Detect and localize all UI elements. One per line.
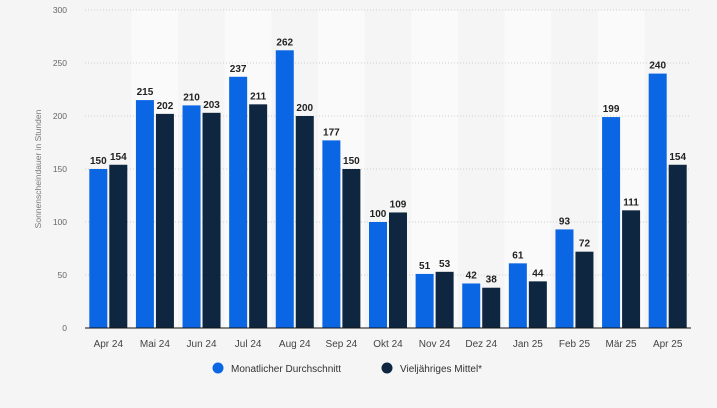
bar-longterm [389,212,407,328]
data-label: 202 [157,101,174,112]
data-label: 211 [250,91,267,102]
y-axis-label: Sonnenscheindauer in Stunden [33,109,43,228]
data-label: 154 [110,152,127,163]
x-tick-label: Nov 24 [419,339,451,350]
y-tick-label: 100 [53,217,67,227]
bar-longterm [622,210,641,328]
y-tick-label: 50 [58,270,68,280]
data-label: 100 [370,209,387,220]
x-tick-label: Sep 24 [326,339,358,350]
x-tick-label: Aug 24 [279,339,311,350]
bar-monthly [135,100,154,328]
x-tick-label: Jul 24 [235,339,262,350]
data-label: 203 [203,100,220,111]
x-tick-label: Apr 24 [94,339,124,350]
data-label: 262 [276,37,293,48]
bar-monthly [89,169,108,328]
y-tick-label: 300 [53,5,67,15]
bar-longterm [155,113,174,328]
bar-monthly [182,105,201,329]
x-tick-label: Dez 24 [465,339,497,350]
bar-monthly [322,140,341,328]
y-tick-label: 250 [53,58,67,68]
legend-label: Monatlicher Durchschnitt [231,364,341,375]
bar-longterm [202,112,221,328]
legend-marker [212,362,224,374]
bar-longterm [575,251,594,328]
data-label: 150 [90,156,107,167]
bar-longterm [109,164,128,328]
data-label: 154 [669,152,686,163]
bar-longterm [435,271,454,328]
bar-longterm [482,287,501,328]
bar-monthly [275,50,294,328]
data-label: 111 [623,197,639,208]
bar-longterm [295,116,314,328]
x-tick-label: Okt 24 [373,339,403,350]
data-label: 61 [512,250,524,261]
bar-monthly [508,263,527,328]
data-label: 93 [559,216,571,227]
data-label: 53 [439,259,451,270]
bar-monthly [462,283,481,328]
data-label: 199 [603,104,620,115]
x-tick-label: Feb 25 [559,339,591,350]
x-tick-label: Mai 24 [140,339,170,350]
data-label: 177 [323,127,340,138]
bar-monthly [369,222,387,328]
data-label: 210 [183,92,200,103]
bar-longterm [249,104,268,328]
x-tick-label: Jun 24 [187,339,217,350]
bar-monthly [229,76,248,328]
data-label: 72 [579,239,591,250]
bar-monthly [602,117,621,328]
x-tick-label: Apr 25 [653,339,683,350]
data-label: 51 [419,261,431,272]
x-tick-label: Mär 25 [606,339,638,350]
data-label: 200 [296,103,313,114]
data-label: 42 [466,270,478,281]
bar-monthly [648,73,667,328]
data-label: 44 [532,268,544,279]
data-label: 150 [343,156,360,167]
bar-monthly [555,229,574,328]
bar-longterm [342,169,361,328]
data-label: 237 [230,64,247,75]
bar-monthly [415,273,434,328]
legend-marker [381,362,393,374]
data-label: 109 [390,199,407,210]
bar-longterm [668,164,687,328]
data-label: 240 [649,61,666,72]
y-tick-label: 150 [53,164,67,174]
bar-longterm [528,281,547,328]
y-tick-label: 200 [53,111,67,121]
legend-label: Vieljähriges Mittel* [400,364,482,375]
data-label: 215 [137,87,154,98]
data-label: 38 [486,275,498,286]
y-tick-label: 0 [62,323,67,333]
x-tick-label: Jan 25 [513,339,543,350]
